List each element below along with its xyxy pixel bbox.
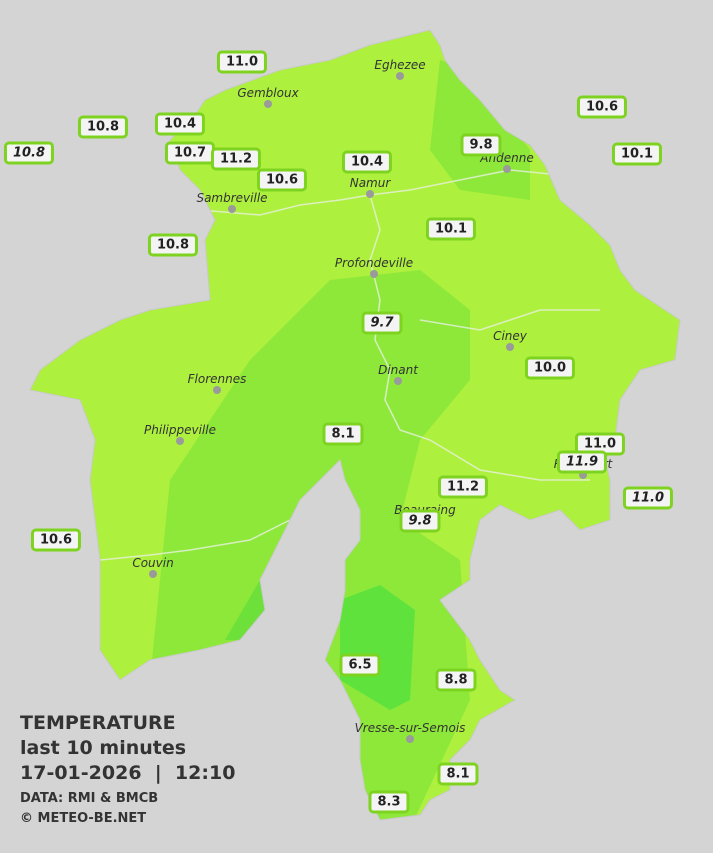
city-label: Dinant — [378, 363, 418, 377]
temperature-badge: 8.8 — [435, 668, 477, 692]
city-dot — [366, 190, 374, 198]
temperature-badge: 11.9 — [556, 450, 608, 474]
city-dot — [506, 343, 514, 351]
city-dot — [149, 570, 157, 578]
city-dot — [264, 100, 272, 108]
city-dot — [503, 165, 511, 173]
city-dot — [370, 270, 378, 278]
temperature-badge: 10.6 — [30, 528, 82, 552]
datetime: 17-01-2026 | 12:10 — [20, 762, 236, 784]
city-dot — [176, 437, 184, 445]
temperature-badge: 10.6 — [576, 95, 628, 119]
source: DATA: RMI & BMCB — [20, 791, 159, 806]
temperature-badge: 10.8 — [3, 141, 55, 165]
temperature-badge: 9.8 — [399, 509, 441, 533]
city-dot — [579, 471, 587, 479]
title: TEMPERATURE — [20, 712, 176, 734]
city-label: Profondeville — [334, 256, 414, 270]
temperature-badge: 8.1 — [437, 762, 479, 786]
temperature-badge: 6.5 — [339, 653, 381, 677]
temperature-badge: 10.6 — [256, 168, 308, 192]
city-dot — [394, 377, 402, 385]
city-label: Namur — [349, 176, 391, 190]
city-label: Gembloux — [237, 86, 299, 100]
temperature-badge: 11.0 — [622, 486, 674, 510]
city-dot — [406, 735, 414, 743]
city-label: Philippeville — [144, 423, 216, 437]
subtitle: last 10 minutes — [20, 737, 187, 759]
temperature-badge: 10.4 — [154, 112, 206, 136]
temperature-badge: 10.4 — [341, 150, 393, 174]
temperature-badge: 10.1 — [425, 217, 477, 241]
city-label: Vresse-sur-Semois — [354, 721, 466, 735]
city-label: Couvin — [132, 556, 174, 570]
temperature-badge: 10.7 — [164, 141, 216, 165]
credit: © METEO-BE.NET — [20, 811, 147, 826]
temperature-badge: 11.2 — [210, 147, 262, 171]
temperature-badge: 10.0 — [524, 356, 576, 380]
city-label: Eghezee — [374, 58, 426, 72]
temperature-badge: 9.7 — [361, 311, 403, 335]
temperature-badge: 11.2 — [437, 475, 489, 499]
temperature-badge: 9.8 — [460, 133, 502, 157]
city-dot — [213, 386, 221, 394]
temperature-badge: 8.1 — [322, 422, 364, 446]
temperature-badge: 10.8 — [77, 115, 129, 139]
city-dot — [396, 72, 404, 80]
city-label: Sambreville — [196, 191, 268, 205]
temperature-badge: 8.3 — [368, 790, 410, 814]
city-label: Florennes — [187, 372, 247, 386]
temperature-badge: 11.0 — [216, 50, 268, 74]
city-label: Ciney — [493, 329, 527, 343]
city-dot — [228, 205, 236, 213]
temperature-badge: 10.8 — [147, 233, 199, 257]
temperature-badge: 10.1 — [611, 142, 663, 166]
